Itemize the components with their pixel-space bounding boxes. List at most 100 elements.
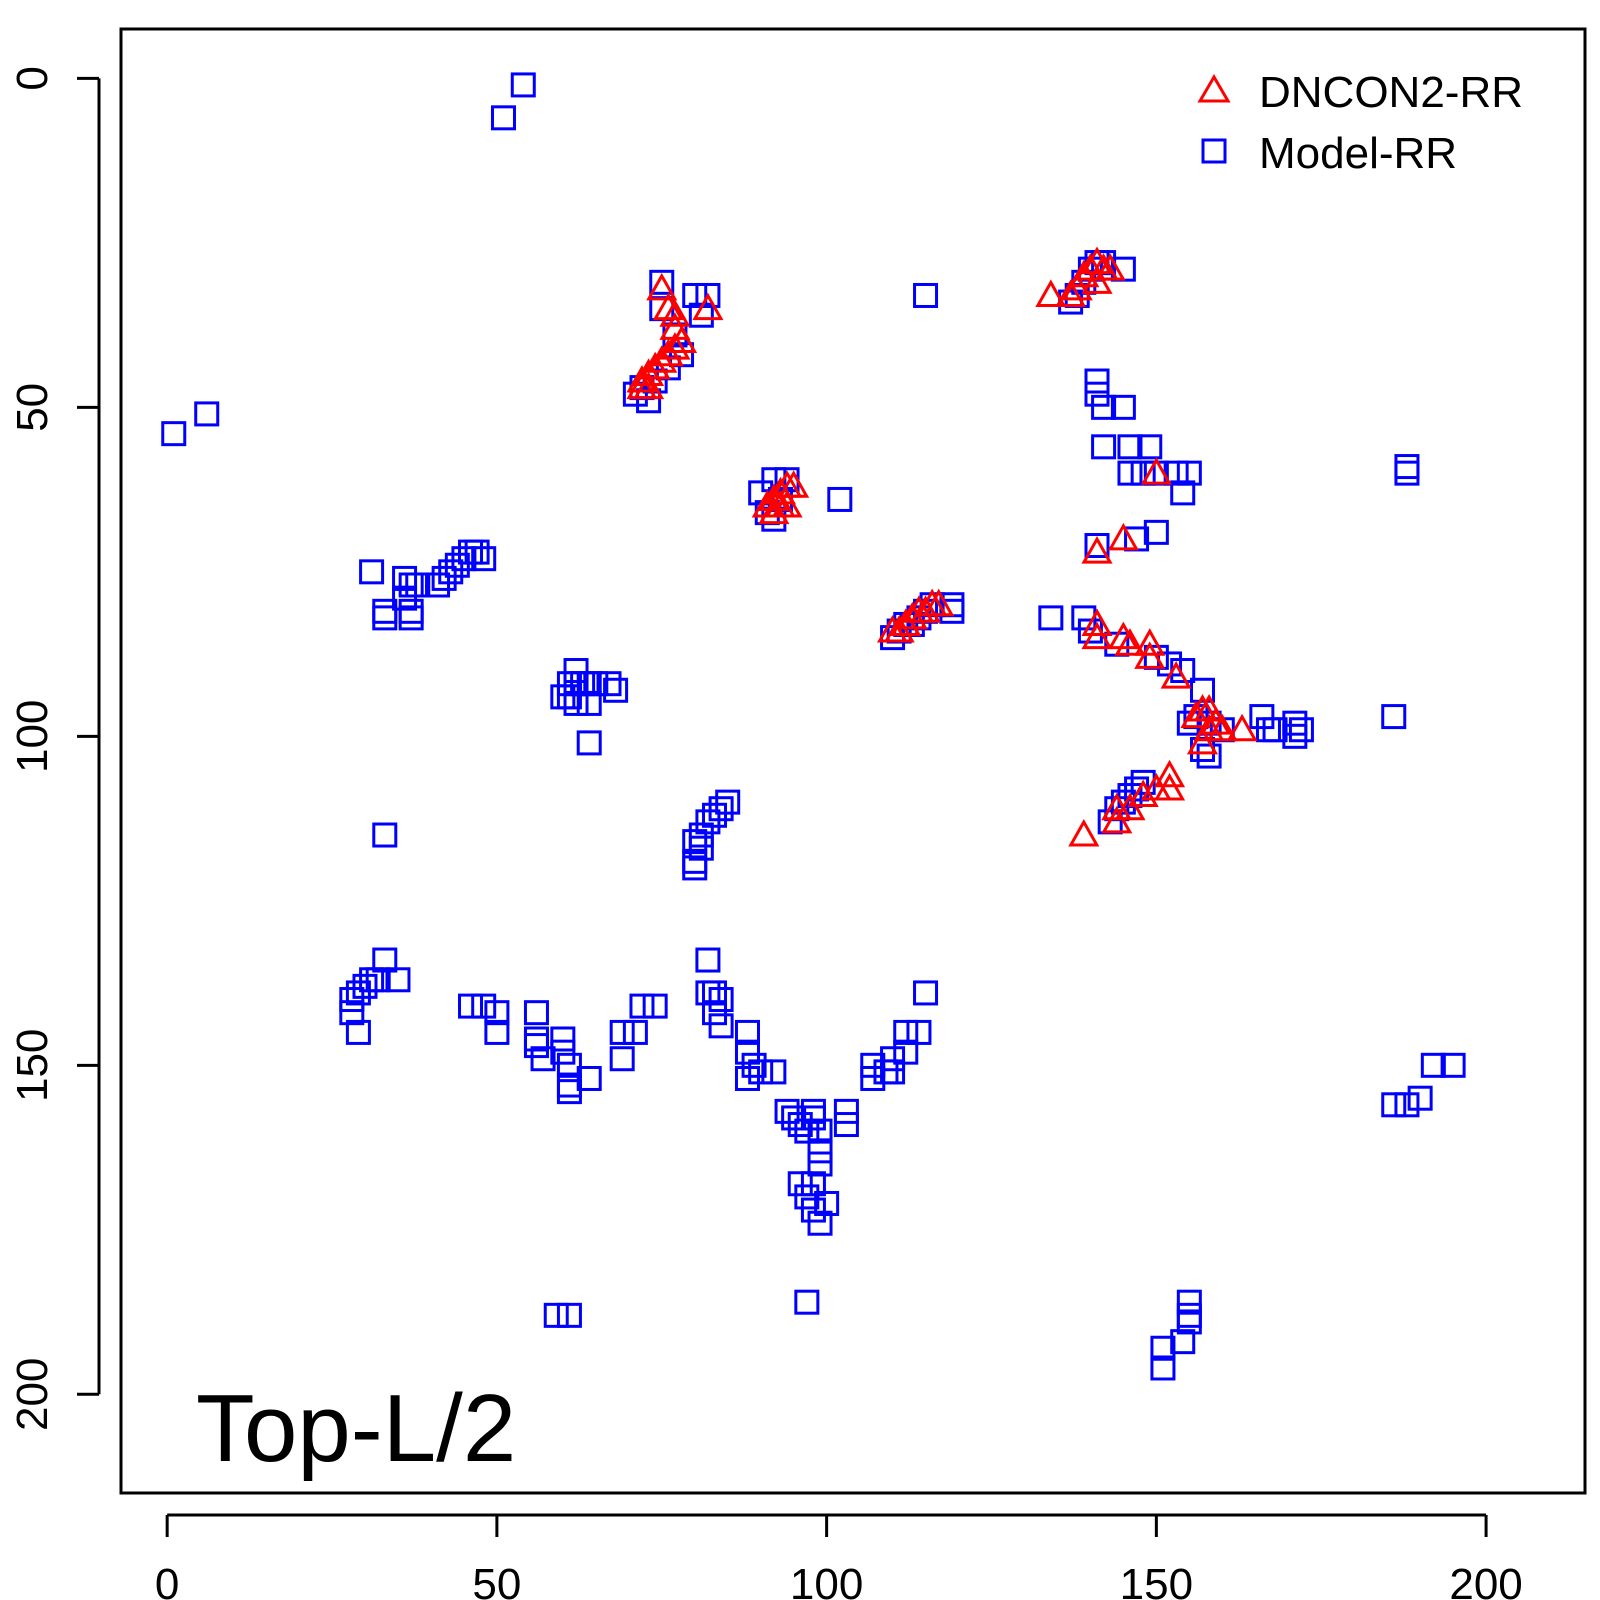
model-rr-point	[431, 565, 457, 591]
x-tick-label: 150	[1120, 1560, 1193, 1600]
model-rr-point	[339, 987, 365, 1013]
model-rr-point	[761, 1059, 787, 1085]
dncon2-rr-point	[1160, 661, 1192, 689]
dncon2-rr-point	[771, 489, 803, 518]
model-rr-point	[1176, 710, 1202, 736]
model-rr-point	[702, 802, 728, 828]
legend-triangle-marker	[1197, 74, 1231, 103]
dncon2-rr-point	[646, 272, 678, 301]
dncon2-rr-point	[652, 338, 684, 367]
model-rr-point	[1176, 460, 1202, 486]
model-rr-point	[682, 855, 708, 881]
model-rr-point	[603, 677, 629, 703]
dncon2-rr-point	[1200, 707, 1232, 735]
model-rr-point	[372, 947, 398, 973]
model-rr-point	[451, 546, 477, 572]
plot-frame	[119, 27, 1587, 1495]
dncon2-rr-point	[659, 332, 691, 360]
model-rr-point	[458, 993, 484, 1019]
dncon2-rr-point	[896, 601, 928, 630]
model-rr-point	[702, 980, 728, 1006]
y-tick-label: 150	[8, 1029, 57, 1102]
model-rr-point	[833, 1098, 859, 1124]
model-rr-point	[1084, 533, 1110, 559]
model-rr-point	[359, 559, 385, 585]
dncon2-rr-point	[1081, 608, 1113, 636]
dncon2-rr-point	[1127, 779, 1159, 808]
model-rr-point	[609, 1046, 635, 1072]
dncon2-rr-point	[758, 483, 790, 511]
model-rr-point	[833, 1112, 859, 1138]
model-rr-point	[345, 1019, 371, 1045]
x-tick-label: 200	[1449, 1560, 1522, 1600]
model-rr-point	[372, 605, 398, 631]
dncon2-rr-point	[883, 615, 915, 643]
model-rr-point	[1394, 1092, 1420, 1118]
model-rr-point	[807, 1118, 833, 1144]
model-rr-point	[438, 559, 464, 585]
model-rr-point	[444, 552, 470, 578]
model-rr-point	[1091, 394, 1117, 420]
model-rr-point	[794, 1118, 820, 1144]
model-rr-point	[510, 72, 536, 98]
model-rr-point	[523, 1000, 549, 1026]
dncon2-rr-point	[1134, 641, 1166, 669]
model-rr-point	[484, 1019, 510, 1045]
dncon2-rr-point	[1140, 457, 1172, 485]
model-rr-point	[556, 1302, 582, 1328]
model-rr-point	[622, 1019, 648, 1045]
dncon2-rr-point	[1101, 805, 1133, 834]
model-rr-point	[860, 1052, 886, 1078]
dncon2-rr-point	[1081, 246, 1113, 275]
model-rr-point	[800, 1171, 826, 1197]
model-rr-point	[913, 980, 939, 1006]
model-rr-point	[781, 1105, 807, 1131]
model-rr-point	[550, 1039, 576, 1065]
x-axis: 0 50 100 150 200	[155, 1513, 1523, 1600]
model-rr-point	[576, 730, 602, 756]
model-rr-point	[1255, 717, 1281, 743]
dncon2-rr-point	[923, 588, 955, 617]
model-rr-point	[880, 1046, 906, 1072]
dncon2-rr-point	[909, 595, 942, 623]
dncon2-rr-point	[1226, 713, 1258, 742]
model-rr-point	[893, 1039, 919, 1065]
model-rr-point	[596, 671, 622, 697]
model-rr-point	[794, 1289, 820, 1315]
model-rr-point	[392, 585, 418, 611]
dncon2-rr-point	[1186, 726, 1219, 755]
model-rr-point	[194, 401, 220, 427]
model-rr-point	[1420, 1052, 1446, 1078]
model-rr-point	[1288, 717, 1314, 743]
model-rr-point	[734, 1019, 760, 1045]
dncon2-rr-point	[1206, 713, 1238, 742]
model-rr-point	[688, 302, 714, 328]
model-rr-point	[1150, 1335, 1176, 1361]
model-rr-point	[807, 1151, 833, 1177]
dncon2-rr-point	[646, 345, 678, 373]
dncon2-rr-point	[1081, 621, 1113, 650]
dncon2-rr-point	[1140, 772, 1172, 801]
model-rr-point	[425, 572, 451, 598]
model-rr-point	[1143, 519, 1169, 545]
y-tick-label: 0	[8, 66, 57, 90]
model-rr-point	[880, 1059, 906, 1085]
legend: DNCON2-RR Model-RR	[1197, 68, 1523, 178]
model-rr-point	[807, 1138, 833, 1164]
dncon2-rr-point	[1068, 818, 1100, 847]
model-rr-point	[708, 1013, 734, 1039]
dncon2-rr-point	[890, 608, 922, 636]
model-rr-point	[741, 1052, 767, 1078]
x-tick-label: 100	[790, 1560, 863, 1600]
dncon2-rr-point	[1094, 253, 1126, 281]
model-rr-point	[1117, 460, 1143, 486]
model-rr-point	[398, 598, 424, 624]
model-rr-point	[1137, 434, 1163, 460]
model-rr-point	[576, 1065, 602, 1091]
model-rr-point	[708, 796, 734, 822]
model-rr-point	[860, 1065, 886, 1091]
model-rr-point	[1249, 704, 1275, 730]
model-rr-point	[543, 1302, 569, 1328]
model-rr-point	[352, 973, 378, 999]
model-rr-point	[1084, 368, 1110, 394]
